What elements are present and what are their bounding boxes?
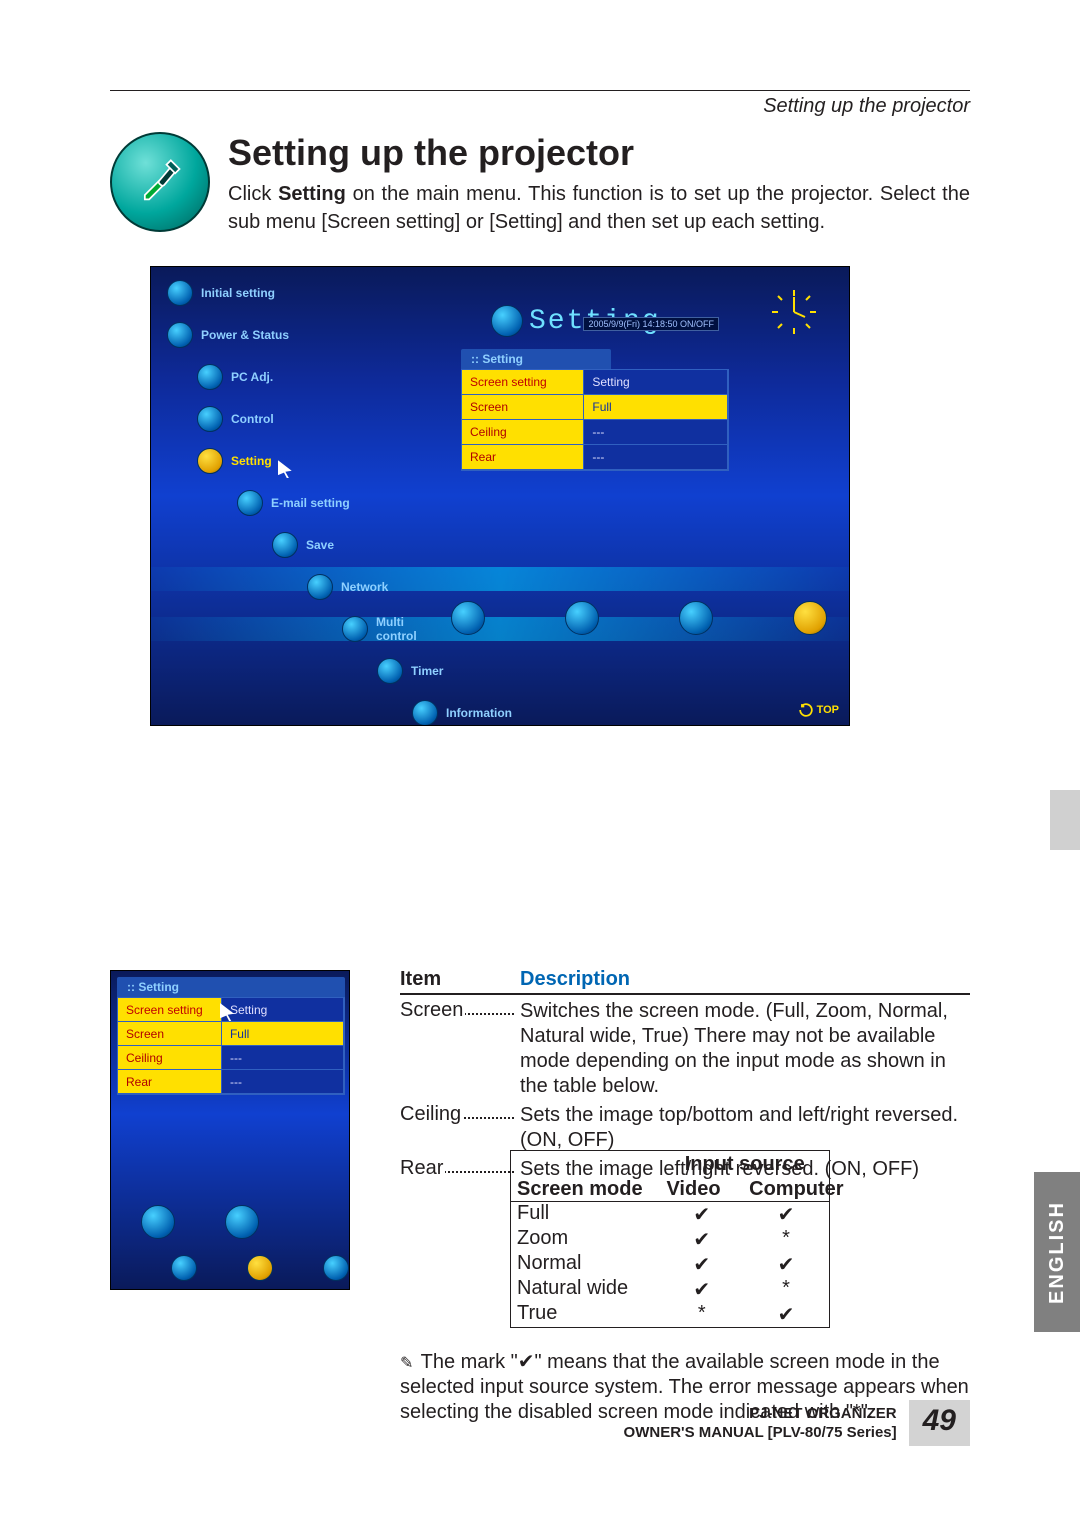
menu-icon [342, 616, 368, 642]
menu-label: Power & Status [201, 328, 289, 342]
panel-row[interactable]: Rear--- [118, 1070, 344, 1094]
desc-row: CeilingSets the image top/bottom and lef… [400, 1103, 970, 1153]
bottom-icon-row [451, 601, 827, 635]
sidebar-item[interactable]: Power & Status [167, 319, 437, 351]
menu-icon [307, 574, 333, 600]
panel-header-row: Screen setting Setting [118, 998, 344, 1022]
compat-row: Normal✔✔ [511, 1252, 829, 1277]
small-icon-row2 [171, 1255, 349, 1281]
page-footer: PJ-NET ORGANIZER OWNER'S MANUAL [PLV-80/… [110, 1400, 970, 1446]
menu-icon [272, 532, 298, 558]
menu-icon [197, 448, 223, 474]
compat-col-mode: Screen mode [511, 1178, 660, 1201]
side-stub [1050, 790, 1080, 850]
menu-label: Control [231, 412, 274, 426]
desc-header-item: Item [400, 968, 520, 991]
gear-icon [171, 1255, 197, 1281]
save-icon [793, 601, 827, 635]
pencil-icon: ✎ [400, 1355, 413, 1372]
sidebar-menu: Initial setting Power & Status PC Adj. C… [167, 277, 437, 726]
small-screenshot: :: Setting Screen setting Setting Screen… [110, 970, 350, 1290]
sidebar-item[interactable]: Save [167, 529, 437, 561]
menu-icon [197, 364, 223, 390]
panel-tab: :: Setting [461, 349, 611, 369]
clock-icon [769, 287, 819, 337]
small-icon-row [141, 1205, 259, 1239]
panel-row[interactable]: ScreenFull [462, 395, 728, 420]
gear-icon [679, 601, 713, 635]
mail-icon [565, 601, 599, 635]
menu-label: Setting [231, 454, 272, 468]
menu-label: Information [446, 706, 512, 720]
compat-row: True*✔ [511, 1302, 829, 1327]
menu-label: Initial setting [201, 286, 275, 300]
panel-row[interactable]: Rear--- [462, 445, 728, 470]
page-number: 49 [909, 1400, 970, 1446]
menu-label: Multi control [376, 615, 437, 643]
running-header: Setting up the projector [110, 95, 970, 118]
menu-icon [167, 322, 193, 348]
sidebar-item[interactable]: PC Adj. [167, 361, 437, 393]
sidebar-item[interactable]: Information [167, 697, 437, 726]
refresh-icon [141, 1205, 175, 1239]
compatibility-table: Input source Screen mode Video Computer … [510, 1150, 830, 1328]
menu-label: Network [341, 580, 388, 594]
desc-header-desc: Description [520, 968, 630, 991]
panel-row[interactable]: ScreenFull [118, 1022, 344, 1046]
compat-col-computer: Computer [743, 1178, 829, 1201]
section-title: Setting up the projector [228, 132, 970, 174]
save-icon [247, 1255, 273, 1281]
main-screenshot: Initial setting Power & Status PC Adj. C… [150, 266, 850, 726]
compat-row: Full✔✔ [511, 1202, 829, 1227]
sidebar-item[interactable]: Control [167, 403, 437, 435]
sidebar-item[interactable]: Timer [167, 655, 437, 687]
desc-row: ScreenSwitches the screen mode. (Full, Z… [400, 999, 970, 1099]
compat-row: Zoom✔* [511, 1227, 829, 1252]
panel-row[interactable]: Ceiling--- [462, 420, 728, 445]
setting-section-icon [110, 132, 210, 232]
menu-label: Timer [411, 664, 443, 678]
panel-header-row: Screen setting Setting [462, 370, 728, 395]
sidebar-item[interactable]: Multi control [167, 613, 437, 645]
compat-super-header: Input source [660, 1151, 829, 1178]
cursor-icon [278, 460, 292, 478]
sidebar-item[interactable]: E-mail setting [167, 487, 437, 519]
panel-tab: :: Setting [117, 977, 345, 997]
timestamp-bar: 2005/9/9(Fri) 14:18:50 ON/OFF [583, 317, 719, 331]
info-icon [323, 1255, 349, 1281]
setting-icon [491, 305, 523, 337]
menu-icon [412, 700, 438, 726]
refresh-icon [451, 601, 485, 635]
language-tab: ENGLISH [1034, 1172, 1080, 1332]
mail-icon [225, 1205, 259, 1239]
small-setting-panel: :: Setting Screen setting Setting Screen… [117, 977, 345, 1095]
panel-row[interactable]: Ceiling--- [118, 1046, 344, 1070]
menu-icon [237, 490, 263, 516]
intro-paragraph: Click Setting on the main menu. This fun… [228, 180, 970, 236]
top-link[interactable]: TOP [799, 703, 839, 717]
compat-col-video: Video [660, 1178, 743, 1201]
compat-row: Natural wide✔* [511, 1277, 829, 1302]
sidebar-item[interactable]: Initial setting [167, 277, 437, 309]
sidebar-item[interactable]: Setting [167, 445, 437, 477]
menu-icon [377, 658, 403, 684]
setting-panel: :: Setting Screen setting Setting Screen… [461, 349, 729, 471]
menu-label: E-mail setting [271, 496, 350, 510]
sidebar-item[interactable]: Network [167, 571, 437, 603]
menu-label: Save [306, 538, 334, 552]
menu-icon [167, 280, 193, 306]
menu-icon [197, 406, 223, 432]
menu-label: PC Adj. [231, 370, 273, 384]
